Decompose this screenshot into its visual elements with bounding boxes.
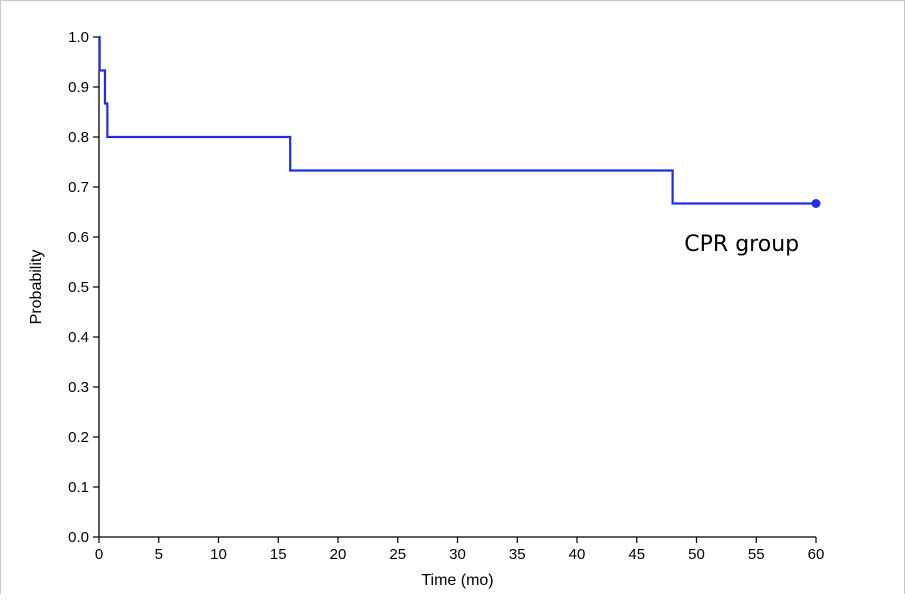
x-tick-label: 5 xyxy=(155,546,163,563)
series-layer xyxy=(98,35,821,208)
x-tick-label: 55 xyxy=(748,546,765,563)
y-tick-label: 0.2 xyxy=(68,429,89,446)
y-tick-label: 0.0 xyxy=(68,529,89,546)
x-tick-label: 10 xyxy=(210,546,227,563)
annotation-label: CPR group xyxy=(684,232,799,257)
y-tick-label: 0.5 xyxy=(68,279,89,296)
survival-step-line xyxy=(98,35,816,205)
x-tick-label: 50 xyxy=(688,546,705,563)
x-tick-label: 60 xyxy=(808,546,825,563)
y-axis-label: Probability xyxy=(28,250,45,325)
censored-point xyxy=(811,199,821,208)
x-tick-label: 25 xyxy=(389,546,406,563)
y-tick-label: 0.4 xyxy=(68,329,89,346)
x-tick-label: 0 xyxy=(95,546,103,563)
y-tick-label: 0.7 xyxy=(68,179,89,196)
x-axis-label: Time (mo) xyxy=(421,572,493,589)
y-tick-label: 1.0 xyxy=(68,29,89,46)
x-axis-ticks: 0 5 10 15 20 25 30 35 40 45 50 55 60 xyxy=(95,537,825,563)
x-tick-label: 35 xyxy=(509,546,526,563)
x-tick-label: 45 xyxy=(628,546,645,563)
y-tick-label: 0.6 xyxy=(68,229,89,246)
x-tick-label: 15 xyxy=(270,546,287,563)
x-tick-label: 30 xyxy=(449,546,466,563)
y-tick-label: 0.1 xyxy=(68,479,89,496)
y-tick-label: 0.9 xyxy=(68,79,89,96)
x-tick-label: 20 xyxy=(330,546,347,563)
y-tick-label: 0.3 xyxy=(68,379,89,396)
y-axis-ticks: 0.0 0.1 0.2 0.3 0.4 0.5 0.6 0.7 0.8 0.9 1.0 xyxy=(68,29,99,546)
axes xyxy=(98,37,816,538)
x-tick-label: 40 xyxy=(569,546,586,563)
y-tick-label: 0.8 xyxy=(68,129,89,146)
